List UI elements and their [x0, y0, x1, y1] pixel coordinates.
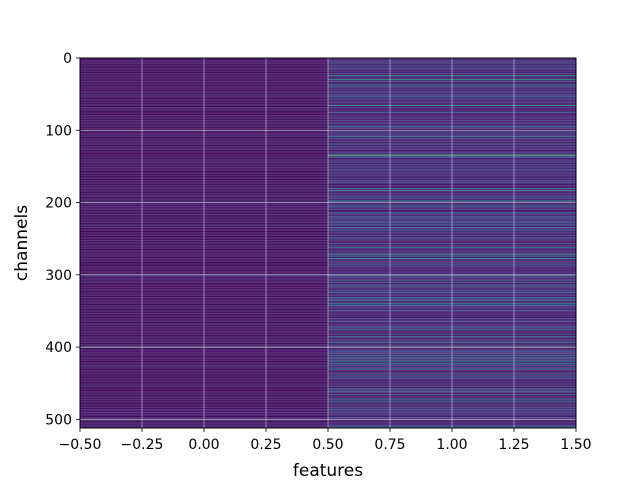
y-tick-label: 100 — [45, 123, 72, 139]
y-tick-label: 200 — [45, 196, 72, 212]
x-axis-ticks: −0.50 −0.25 0.00 0.25 0.50 0.75 1.00 1.25 1.50 — [59, 428, 592, 453]
y-tick-label: 500 — [45, 412, 72, 428]
y-tick-label: 0 — [63, 51, 72, 67]
x-tick-label: 1.50 — [560, 437, 591, 453]
x-tick-label: −0.25 — [121, 437, 164, 453]
y-tick-label: 300 — [45, 268, 72, 284]
y-axis-label: channels — [12, 205, 32, 281]
x-tick-label: 0.25 — [250, 437, 281, 453]
x-tick-label: 0.75 — [374, 437, 405, 453]
x-tick-label: −0.50 — [59, 437, 102, 453]
y-axis-ticks: 0 100 200 300 400 500 — [45, 51, 80, 428]
y-tick-label: 400 — [45, 340, 72, 356]
grid-lines — [80, 58, 576, 428]
x-tick-label: 1.25 — [498, 437, 529, 453]
x-tick-label: 0.00 — [188, 437, 219, 453]
x-tick-label: 1.00 — [436, 437, 467, 453]
x-tick-label: 0.50 — [312, 437, 343, 453]
x-axis-label: features — [293, 461, 363, 480]
